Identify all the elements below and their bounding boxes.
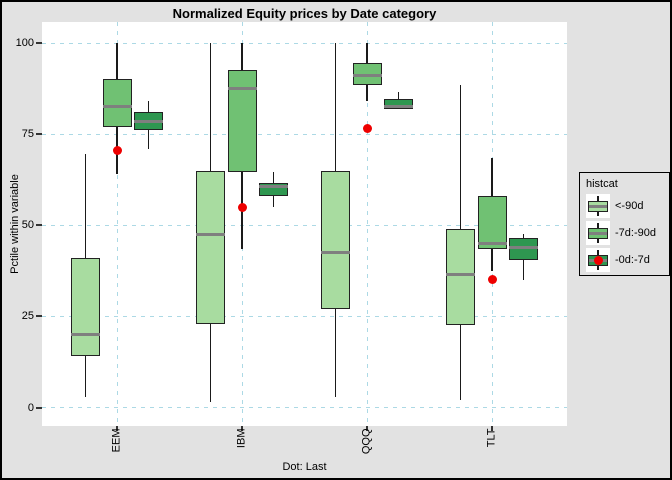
median-<-90d-EEM [71, 333, 100, 337]
median--7d:-90d-TLT [477, 241, 507, 245]
y-tick-label-75: 75 [21, 128, 34, 141]
x-axis-title: Dot: Last [282, 461, 327, 473]
median--7d:-90d-QQQ [352, 74, 382, 78]
last-dot-TLT [487, 275, 497, 285]
y-tick-label-0: 0 [27, 401, 34, 414]
last-dot-QQQ [362, 124, 372, 134]
median--7d:-90d-IBM [227, 87, 257, 91]
legend-label-<-90d: <-90d [615, 200, 644, 212]
legend-key-box-icon [588, 200, 608, 212]
median-<-90d-TLT [446, 272, 475, 276]
y-tick-mark-75 [36, 133, 42, 136]
gridline-h-75 [42, 133, 567, 135]
last-dot-EEM [112, 146, 122, 156]
gridline-h-25 [42, 315, 567, 317]
y-tick-mark-25 [36, 315, 42, 318]
y-tick-mark-0 [36, 406, 42, 409]
x-tick-mark-TLT [491, 426, 493, 431]
median--7d:-90d-EEM [102, 105, 132, 109]
gridline-h-50 [42, 224, 567, 226]
legend-key-<-90d [586, 194, 610, 218]
legend-key-median-icon [589, 205, 607, 208]
legend-item-<-90d: <-90d [586, 194, 669, 218]
y-tick-label-100: 100 [15, 37, 34, 49]
x-tick-mark-EEM [116, 426, 118, 431]
legend-key-median-icon [589, 232, 607, 235]
median--0d:-7d-EEM [134, 119, 163, 123]
legend-key--7d:-90d [586, 221, 610, 245]
box-<-90d-TLT [446, 228, 475, 326]
gridline-h-100 [42, 42, 567, 44]
legend-items: <-90d -7d:-90d -0d:-7d [586, 194, 669, 272]
box-<-90d-IBM [196, 170, 225, 324]
median--0d:-7d-TLT [509, 245, 538, 249]
legend: histcat <-90d -7d:-90d -0d:-7d [579, 172, 670, 276]
legend-label--7d:-90d: -7d:-90d [615, 227, 656, 239]
box--7d:-90d-TLT [477, 196, 507, 249]
y-tick-label-25: 25 [21, 310, 34, 323]
legend-key-box-icon [588, 227, 608, 239]
gridline-v-QQQ [366, 22, 368, 426]
box--7d:-90d-QQQ [352, 63, 382, 85]
legend-item--0d:-7d: -0d:-7d [586, 248, 669, 272]
legend-title: histcat [586, 178, 618, 190]
box-<-90d-QQQ [321, 170, 350, 310]
gridline-v-EEM [116, 22, 118, 426]
x-tick-mark-QQQ [366, 426, 368, 431]
legend-label--0d:-7d: -0d:-7d [615, 254, 650, 266]
box-<-90d-EEM [71, 258, 100, 357]
plot-panel [42, 22, 567, 426]
y-tick-mark-50 [36, 224, 42, 227]
legend-item--7d:-90d: -7d:-90d [586, 221, 669, 245]
y-tick-mark-100 [36, 42, 42, 44]
median-<-90d-IBM [196, 232, 225, 236]
median--0d:-7d-QQQ [384, 105, 413, 109]
chart-title: Normalized Equity prices by Date categor… [172, 6, 437, 21]
legend-key-dot-icon [593, 255, 603, 265]
median--0d:-7d-IBM [259, 185, 288, 189]
last-dot-IBM [237, 202, 247, 212]
x-tick-mark-IBM [241, 426, 243, 431]
box--0d:-7d-TLT [509, 238, 538, 260]
y-tick-label-50: 50 [21, 219, 34, 232]
box--7d:-90d-IBM [227, 70, 257, 173]
legend-key--0d:-7d [586, 248, 610, 272]
box--7d:-90d-EEM [102, 79, 132, 127]
median-<-90d-QQQ [321, 251, 350, 255]
gridline-h-0 [42, 407, 567, 408]
